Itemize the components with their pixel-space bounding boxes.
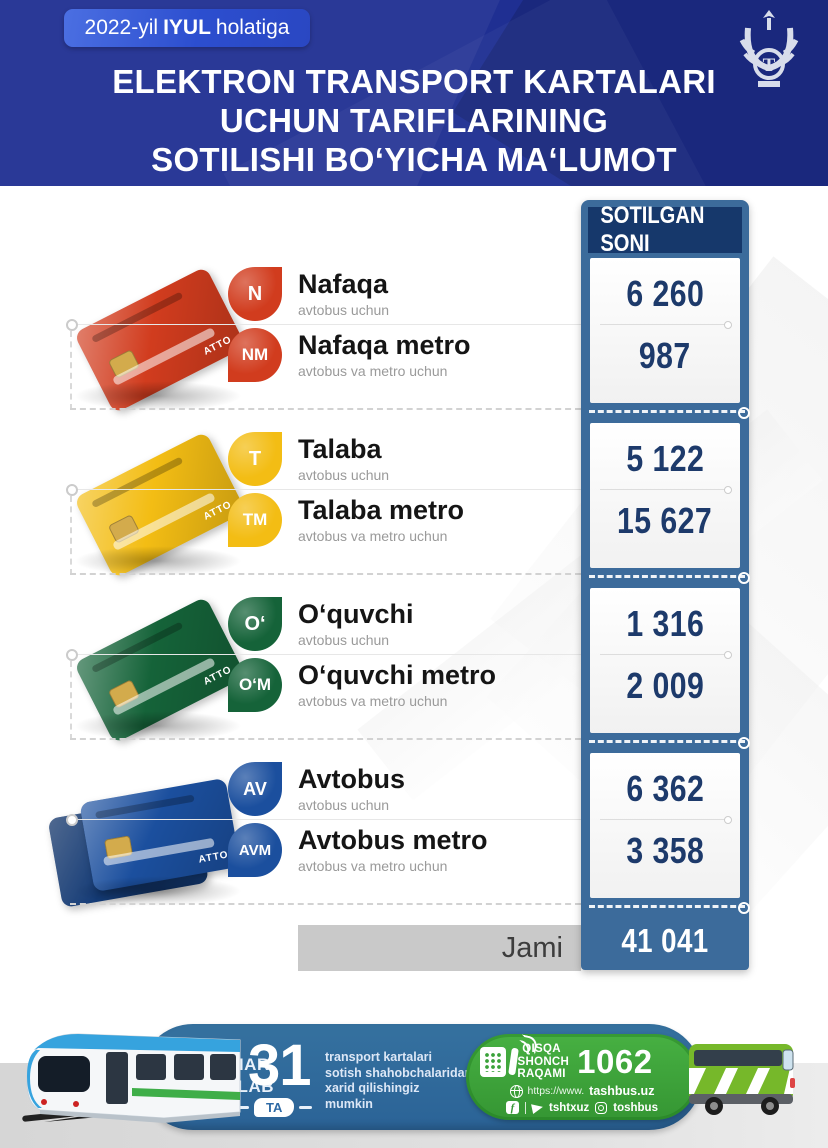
date-badge-month: IYUL: [163, 16, 211, 39]
tariff-row: O‘M O‘quvchi metro avtobus va metro uchu…: [228, 644, 496, 726]
tariff-desc: avtobus va metro uchun: [298, 363, 448, 379]
value-divider: [600, 486, 732, 494]
sold-count: 2 009: [626, 665, 704, 706]
tariff-badge: TM: [228, 493, 282, 547]
sales-points-count: 31: [248, 1033, 312, 1098]
sold-count: 3 358: [626, 830, 704, 871]
ta-unit: TA: [236, 1098, 313, 1117]
instagram-icon: [595, 1101, 608, 1114]
value-card: 6 260 987: [590, 258, 740, 403]
tariff-badge: O‘: [228, 597, 282, 651]
telegram-icon: [531, 1101, 544, 1114]
tariff-badge: T: [228, 432, 282, 486]
sold-count: 1 316: [626, 603, 704, 644]
row-divider: [66, 649, 587, 661]
toshkent-transport-logo-icon: T: [739, 10, 799, 87]
date-badge-prefix: 2022-yil: [84, 16, 159, 39]
sold-count: 15 627: [617, 500, 713, 541]
tariff-row: O‘ O‘quvchi avtobus uchun: [228, 583, 414, 665]
tariff-row: T Talaba avtobus uchun: [228, 418, 389, 500]
hotline-label: QISQA ISHONCH RAQAMI: [514, 1043, 570, 1081]
date-badge: 2022-yil IYUL holatiga: [64, 9, 310, 47]
tariff-desc: avtobus uchun: [298, 302, 390, 318]
sotilgan-soni-panel: SOTILGAN SONI 6 260 987 5 122 15 627 1 3…: [581, 200, 750, 970]
group-divider: [589, 902, 750, 914]
facebook-icon: f: [506, 1101, 519, 1114]
group-divider: [589, 572, 750, 584]
tariff-badge: O‘M: [228, 658, 282, 712]
tariff-group-nafaqa: ATTO N Nafaqa avtobus uchun NM Nafaqa me…: [40, 245, 587, 414]
transport-card-image: ATTO: [68, 266, 248, 414]
transport-card-image: ATTO: [68, 596, 248, 744]
transport-card-image: ATTO: [68, 431, 248, 579]
tariff-row: N Nafaqa avtobus uchun: [228, 253, 389, 335]
value-divider: [600, 321, 732, 329]
tariff-row: AV Avtobus avtobus uchun: [228, 748, 405, 830]
tariff-name: Nafaqa metro: [298, 330, 471, 360]
page-title: ELEKTRON TRANSPORT KARTALARI UCHUN TARIF…: [40, 62, 788, 179]
sold-count: 6 362: [626, 768, 704, 809]
value-card: 6 362 3 358: [590, 753, 740, 898]
value-card: 5 122 15 627: [590, 423, 740, 568]
column-header: SOTILGAN SONI: [588, 202, 742, 257]
tariff-name: Talaba: [298, 434, 382, 464]
bus-image: [689, 1044, 795, 1115]
tariff-desc: avtobus uchun: [298, 797, 390, 813]
tariff-badge: AV: [228, 762, 282, 816]
value-divider: [600, 816, 732, 824]
tariff-name: Avtobus metro: [298, 825, 488, 855]
tariff-name: Nafaqa: [298, 269, 389, 299]
total-label: Jami: [501, 931, 563, 964]
tariff-desc: avtobus uchun: [298, 632, 390, 648]
tariff-name: Talaba metro: [298, 495, 465, 525]
social-handle-ig[interactable]: toshbus: [613, 1101, 658, 1114]
total-value: 41 041: [621, 922, 709, 959]
metro-train-image: [22, 1033, 241, 1123]
group-divider: [589, 737, 750, 749]
phone-keypad-icon: [480, 1034, 539, 1077]
tariff-row: AVM Avtobus metro avtobus va metro uchun: [228, 809, 488, 891]
divider: [525, 1101, 526, 1114]
website-link[interactable]: https://www. tashbus.uz: [466, 1084, 698, 1098]
total-label-bar: Jami: [298, 925, 581, 971]
tariff-row: NM Nafaqa metro avtobus va metro uchun: [228, 314, 471, 396]
sold-count: 6 260: [626, 273, 704, 314]
tariff-row: TM Talaba metro avtobus va metro uchun: [228, 479, 464, 561]
tariff-desc: avtobus va metro uchun: [298, 693, 448, 709]
row-divider: [66, 319, 587, 331]
tariff-desc: avtobus uchun: [298, 467, 390, 483]
title-line-2: UCHUN TARIFLARINING: [219, 102, 609, 139]
svg-text:T: T: [763, 55, 776, 76]
sold-count: 987: [639, 335, 691, 376]
card-brand-label: ATTO: [197, 849, 230, 866]
tariff-badge: AVM: [228, 823, 282, 877]
tariff-desc: avtobus va metro uchun: [298, 528, 448, 544]
tariff-group-talaba: ATTO T Talaba avtobus uchun TM Talaba me…: [40, 410, 587, 579]
tariff-badge: NM: [228, 328, 282, 382]
tariff-group-avtobus: ATTO AV Avtobus avtobus uchun AVM Avtobu…: [40, 740, 587, 908]
sales-points-info: transport kartalari sotish shahobchalari…: [325, 1050, 473, 1111]
value-card: 1 316 2 009: [590, 588, 740, 733]
tariff-name: O‘quvchi: [298, 599, 414, 629]
transport-card-image: ATTO: [47, 777, 248, 908]
group-divider: [589, 407, 750, 419]
tariff-name: Avtobus: [298, 764, 405, 794]
tariff-badge: N: [228, 267, 282, 321]
hotline-number: 1062: [577, 1043, 653, 1080]
social-handle-fb-tg[interactable]: tshtxuz: [549, 1101, 590, 1114]
sold-count: 5 122: [626, 438, 704, 479]
title-line-1: ELEKTRON TRANSPORT KARTALARI: [112, 63, 716, 100]
tariff-desc: avtobus va metro uchun: [298, 858, 448, 874]
tariff-group-oquvchi: ATTO O‘ O‘quvchi avtobus uchun O‘M O‘quv…: [40, 575, 587, 744]
hotline-pill: QISQA ISHONCH RAQAMI 1062 https://www. ta…: [466, 1034, 698, 1120]
date-badge-suffix: holatiga: [215, 16, 290, 39]
globe-icon: [509, 1084, 523, 1098]
row-divider: [66, 484, 587, 496]
tariff-name: O‘quvchi metro: [298, 660, 497, 690]
row-divider: [66, 814, 587, 826]
title-line-3: SOTILISHI BO‘YICHA MA‘LUMOT: [151, 141, 677, 178]
value-divider: [600, 651, 732, 659]
